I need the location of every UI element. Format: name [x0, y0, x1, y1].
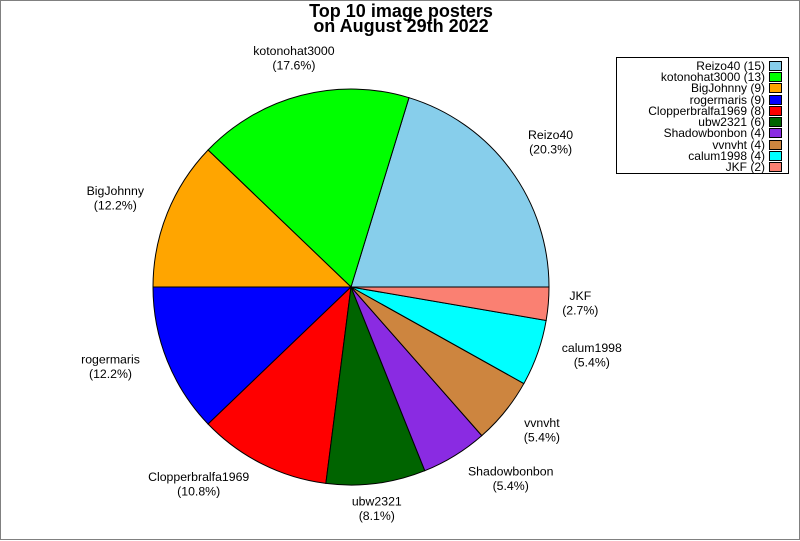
svg-text:JKF(2.7%): JKF (2.7%)	[562, 289, 598, 318]
svg-text:kotonohat3000(17.6%): kotonohat3000 (17.6%)	[253, 44, 335, 73]
svg-text:BigJohnny(12.2%): BigJohnny (12.2%)	[87, 184, 145, 213]
svg-text:vvnvht(5.4%): vvnvht (5.4%)	[524, 416, 560, 445]
svg-text:ubw2321(8.1%): ubw2321 (8.1%)	[352, 495, 402, 523]
svg-text:rogermaris(12.2%): rogermaris (12.2%)	[81, 353, 140, 382]
svg-text:Shadowbonbon(5.4%): Shadowbonbon (5.4%)	[468, 465, 554, 494]
svg-text:Clopperbralfa1969(10.8%): Clopperbralfa1969 (10.8%)	[148, 470, 249, 499]
svg-text:Reizo40(20.3%): Reizo40 (20.3%)	[528, 128, 573, 157]
svg-text:calum1998(5.4%): calum1998 (5.4%)	[562, 341, 622, 370]
